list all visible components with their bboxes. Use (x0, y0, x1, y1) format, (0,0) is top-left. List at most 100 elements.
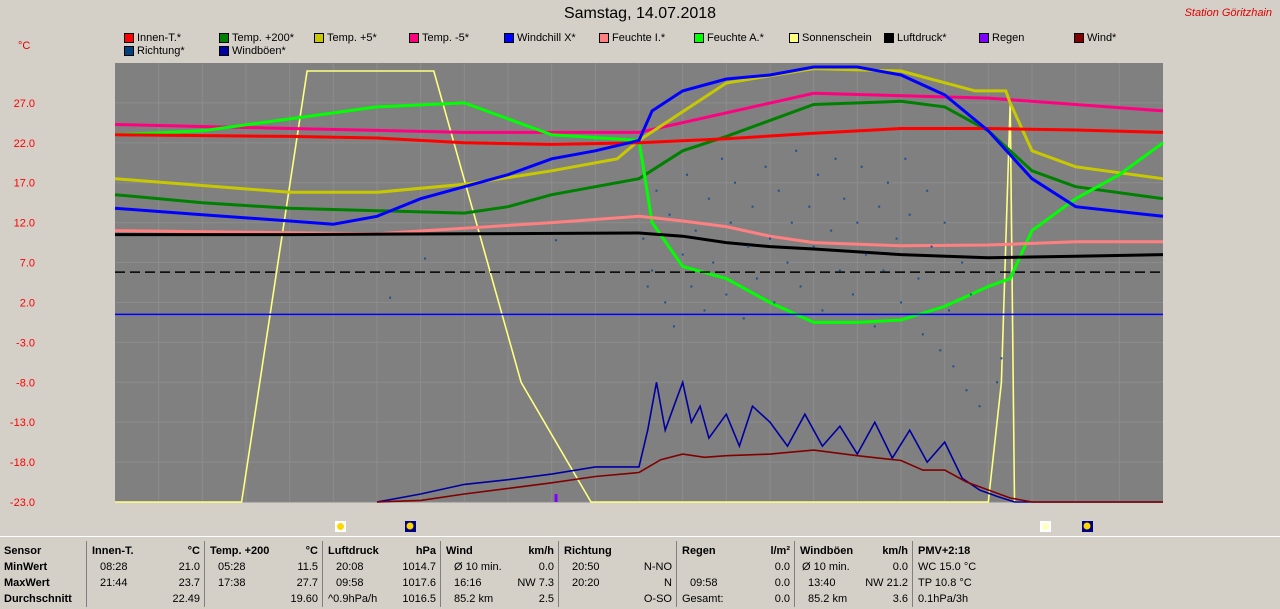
station-name: Station Göritzhain (1184, 7, 1272, 19)
boen-avg: 3.6 (892, 593, 908, 605)
richtung-dot (729, 221, 732, 224)
richtung-dot (389, 296, 392, 299)
moon-icon (405, 521, 416, 532)
chart-canvas: 27.0 22.0 17.0 12.0 7.0 2.0 -3.0 -8.0 -13.0 -18.0… (9, 63, 1164, 532)
richtung-dot (747, 245, 750, 248)
richtung-dot (668, 213, 671, 216)
innen-name: Innen-T. (92, 545, 134, 557)
y-tick-label: 2.0 (20, 297, 35, 309)
luftdruck-avg: 1016.5 (402, 593, 436, 605)
richtung-dot (830, 229, 833, 232)
luftdruck-unit: hPa (415, 545, 436, 557)
regen-bar (554, 494, 558, 502)
temp200-unit: °C (305, 545, 318, 557)
richtung-dot (817, 173, 820, 176)
y-tick-label: 12.0 (14, 218, 35, 230)
wind-min-val: 0.0 (538, 561, 554, 573)
legend-item[interactable]: Temp. -5* (409, 32, 469, 44)
richtung-dot (930, 245, 933, 248)
stats-richtung: Richtung 20:50 N-NO 20:20 N O-SO (560, 541, 677, 607)
legend-item[interactable]: Luftdruck* (884, 32, 947, 44)
richtung-dot (860, 165, 863, 168)
richtung-min-time: 20:50 (572, 561, 600, 573)
y-tick-label: -3.0 (16, 337, 35, 349)
richtung-max-val: N (664, 577, 672, 589)
legend-item[interactable]: Windböen* (219, 45, 286, 57)
temp200-min-time: 05:28 (218, 561, 246, 573)
pmv-name: PMV+2:18 (918, 545, 971, 557)
legend-label: Wind* (1087, 32, 1117, 44)
y-axis-ticks: 27.0 22.0 17.0 12.0 7.0 2.0 -3.0 -8.0 -13.0 -18.0… (10, 98, 35, 509)
richtung-dot (948, 309, 951, 312)
legend-item[interactable]: Temp. +200* (219, 32, 294, 44)
legend-swatch (1074, 33, 1084, 43)
y-tick-label: -13.0 (10, 417, 35, 429)
series-line-wind (376, 449, 1163, 503)
richtung-dot (646, 285, 649, 288)
label-sensor: Sensor (4, 545, 42, 557)
luftdruck-min-val: 1014.7 (402, 561, 436, 573)
y-tick-label: -23.0 (10, 497, 35, 509)
richtung-dot (873, 325, 876, 328)
legend-item[interactable]: Richtung* (124, 45, 185, 57)
richtung-dot (969, 293, 972, 296)
richtung-dot (664, 301, 667, 304)
richtung-dot (939, 349, 942, 352)
legend-item[interactable]: Temp. +5* (314, 32, 377, 44)
richtung-dot (808, 205, 811, 208)
luftdruck-max-time: 09:58 (336, 577, 364, 589)
richtung-dot (799, 285, 802, 288)
label-min: MinWert (4, 561, 48, 573)
richtung-dot (917, 277, 920, 280)
legend-item[interactable]: Sonnenschein (789, 32, 872, 44)
legend-item[interactable]: Innen-T.* (124, 32, 181, 44)
legend-swatch (219, 46, 229, 56)
boen-max-time: 13:40 (808, 577, 836, 589)
wind-name: Wind (446, 545, 473, 557)
label-avg: Durchschnitt (4, 593, 72, 605)
richtung-dot (703, 309, 706, 312)
series-line-windb-en (376, 379, 1163, 503)
legend-swatch (694, 33, 704, 43)
richtung-dot (878, 205, 881, 208)
legend-item[interactable]: Windchill X* (504, 32, 576, 44)
richtung-dot (712, 261, 715, 264)
stats-luftdruck: Luftdruck hPa 20:08 1014.7 09:58 1017.6 ^0.… (324, 541, 441, 607)
legend-label: Windchill X* (517, 32, 576, 44)
legend-item[interactable]: Regen (979, 32, 1024, 44)
stats-wind: Wind km/h Ø 10 min. 0.0 16:16 NW 7.3 85.2 k… (442, 541, 559, 607)
richtung-dot (795, 149, 798, 152)
regen-min-val: 0.0 (774, 561, 790, 573)
y-tick-label: -18.0 (10, 457, 35, 469)
legend-swatch (314, 33, 324, 43)
y-tick-label: 22.0 (14, 138, 35, 150)
legend-label: Temp. +5* (327, 32, 377, 44)
richtung-dot (672, 325, 675, 328)
pmv-min-val: WC 15.0 °C (918, 561, 977, 573)
richtung-dot (690, 285, 693, 288)
stats-pmv: PMV+2:18 WC 15.0 °C TP 10.8 °C 0.1hPa/3h (914, 541, 1280, 607)
series-line-feuchte-a (114, 101, 1164, 324)
richtung-dot (755, 277, 758, 280)
legend-item[interactable]: Feuchte A.* (694, 32, 764, 44)
legend-item[interactable]: Feuchte I.* (599, 32, 665, 44)
temp200-max-val: 27.7 (296, 577, 318, 589)
richtung-dot (952, 365, 955, 368)
series-line-innen-t (114, 127, 1164, 146)
innen-max-time: 21:44 (100, 577, 128, 589)
richtung-dot (655, 189, 658, 192)
stats-regen: Regen l/m² 09:58 0.0 Gesamt: 0.0 0.0 (678, 541, 795, 607)
richtung-dot (851, 293, 854, 296)
pmv-avg: 0.1hPa/3h (918, 593, 969, 605)
richtung-dot (424, 257, 427, 260)
innen-unit: °C (187, 545, 200, 557)
richtung-dot (555, 239, 558, 242)
legend-swatch (219, 33, 229, 43)
legend-label: Temp. +200* (232, 32, 295, 44)
richtung-avg: O-SO (643, 593, 672, 605)
richtung-dot (996, 381, 999, 384)
y-tick-label: 27.0 (14, 98, 35, 110)
legend-label: Temp. -5* (422, 32, 470, 44)
legend-item[interactable]: Wind* (1074, 32, 1116, 44)
legend: Innen-T.* Temp. +200* Temp. +5* Temp. -5… (0, 0, 1280, 60)
